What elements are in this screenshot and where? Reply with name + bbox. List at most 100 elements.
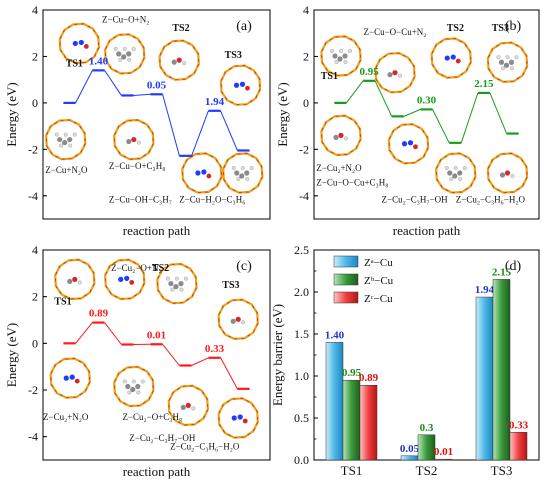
hydrogen-atom-icon [174,276,179,281]
bar [434,458,453,461]
oxygen-atom-icon [83,44,89,49]
structure-label: Z−Cu₂−O+C₃H₈ [122,412,182,422]
hydrogen-atom-icon [183,276,188,281]
hydrogen-atom-icon [140,379,145,384]
connector-line [191,357,209,366]
structure-label: Z−Cu₂−C₃H₇−OH [129,433,196,443]
hydrogen-atom-icon [398,73,403,78]
connector-line [75,70,93,104]
structure-label: TS1 [321,71,338,82]
y-tick-label: 2.5 [294,243,309,257]
connector-line [191,110,209,157]
barrier-label: 0.30 [417,94,437,106]
bar [417,434,436,461]
y-tick-label: -2 [28,142,38,156]
hydrogen-atom-icon [182,61,187,66]
carbon-atom-icon [452,173,458,179]
oxygen-atom-icon [74,378,80,384]
x-tick-label: TS1 [341,463,363,478]
structure-label: TS1 [54,297,71,308]
carbon-atom-icon [67,136,73,143]
hydrogen-atom-icon [339,48,344,53]
hydrogen-atom-icon [136,390,141,395]
structure-label: TS2 [172,23,189,34]
oxygen-atom-icon [455,58,461,64]
y-tick-label: 2 [32,290,38,304]
structure-label: Z−Cu−O−Cu+N₂ [364,27,427,37]
structure-label: Z−Cu₂+N₂O [43,412,89,422]
carbon-atom-icon [503,62,510,68]
y-tick-label: 0.5 [294,411,309,425]
energy-profile-panel: 4 2 0 -2 -4 Energy (eV) reaction path (a) 1.40 0.… [4,3,271,238]
carbon-atom-icon [125,383,131,390]
structure-label: Z−Cu−O+N₂ [102,15,149,25]
hydrogen-atom-icon [245,177,250,182]
barrier-label: 0.95 [359,66,379,78]
hydrogen-atom-icon [496,55,501,60]
hydrogen-atom-icon [59,143,64,148]
carbon-atom-icon [121,54,127,60]
zeolite-ring-icon [486,41,529,84]
zeolite-ring-icon [49,357,91,399]
bar-value-label: 0.95 [342,367,362,379]
connector-line [432,109,450,144]
y-axis-label: Energy (eV) [275,82,290,146]
oxygen-atom-icon [129,280,135,285]
legend-label: Zᶜ−Cu [364,293,393,305]
structure-label: TS3 [225,50,242,61]
cluster-icon [103,33,146,75]
oxygen-atom-icon [392,70,398,76]
cluster-icon [486,41,529,84]
bar [509,432,528,461]
y-tick-label: 4 [303,3,309,17]
x-tick-label: TS2 [416,463,438,478]
hydrogen-atom-icon [77,280,82,285]
bar [342,379,361,461]
nitrogen-atom-icon [124,275,130,281]
structure-label: Z−Cu₂−C₃H₆−H₂O [170,442,240,452]
y-tick-label: 0 [32,96,38,110]
hydrogen-atom-icon [179,287,184,292]
bar-value-label: 0.05 [400,443,420,455]
cluster-icon [49,357,91,399]
oxygen-atom-icon [504,170,511,176]
carbon-atom-icon [499,172,506,178]
hydrogen-atom-icon [344,136,349,141]
bar [400,455,419,461]
bar [359,384,378,461]
y-tick-label: 0 [32,336,38,350]
oxygen-atom-icon [245,85,250,91]
structure-label: Z−Cu−O−Cu+C₃H₈ [316,178,388,188]
nitrogen-atom-icon [69,374,75,380]
connector-line [489,92,508,134]
panel-tag: (b) [505,19,522,34]
hydrogen-atom-icon [510,66,515,71]
zeolite-ring-icon [217,397,259,439]
barrier-label: 0.01 [147,329,166,341]
hydrogen-atom-icon [249,166,254,171]
hydrogen-atom-icon [510,174,515,179]
carbon-atom-icon [67,278,73,284]
zeolite-ring-icon [103,258,146,301]
carbon-atom-icon [168,281,174,287]
hydrogen-atom-icon [127,57,132,62]
zeolite-ring-icon [113,365,155,408]
carbon-atom-icon [239,173,245,179]
cluster-icon [44,118,87,161]
hydrogen-atom-icon [330,48,335,53]
structure-label: TS2 [152,263,169,274]
cluster-icon [158,39,200,81]
carbon-atom-icon [230,318,236,324]
hydrogen-atom-icon [113,46,118,51]
y-tick-label: -2 [299,142,309,156]
zeolite-ring-icon [54,258,96,301]
oxygen-atom-icon [131,136,137,143]
nitrogen-atom-icon [195,170,201,176]
connector-line [162,94,180,156]
carbon-atom-icon [337,56,343,62]
cluster-icon [374,51,416,94]
y-tick-label: -2 [28,383,38,397]
hydrogen-atom-icon [449,177,454,182]
carbon-atom-icon [498,59,505,65]
